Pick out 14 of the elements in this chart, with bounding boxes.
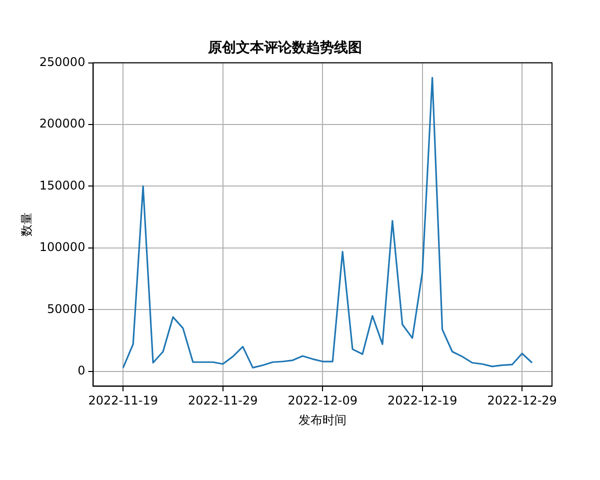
x-tick-label: 2022-12-19 <box>387 394 458 408</box>
x-axis-title: 发布时间 <box>298 412 347 427</box>
y-tick-label: 150000 <box>39 178 86 192</box>
y-tick-label: 0 <box>78 364 86 378</box>
x-tick-label: 2022-11-19 <box>88 394 158 408</box>
y-tick-label: 250000 <box>39 54 86 69</box>
y-tick-label: 50000 <box>47 302 86 316</box>
y-axis-title: 数量 <box>19 212 34 236</box>
x-tick-label: 2022-12-29 <box>487 394 557 408</box>
chart-title: 原创文本评论数趋势线图 <box>207 39 362 56</box>
y-tick-label: 200000 <box>39 116 86 131</box>
y-tick-label: 100000 <box>39 240 86 254</box>
x-tick-label: 2022-11-29 <box>188 394 258 408</box>
x-tick-label: 2022-12-09 <box>288 394 358 408</box>
